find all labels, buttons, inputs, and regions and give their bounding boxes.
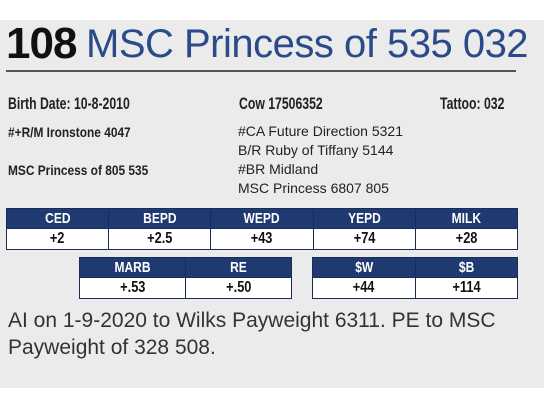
pedigree-line: #CA Future Direction 5321 xyxy=(238,123,403,139)
epd-table-index: $W $B +44 +114 xyxy=(312,257,518,299)
epd-header: CED xyxy=(5,208,110,229)
birth-date: Birth Date: 10-8-2010 xyxy=(8,94,130,113)
epd-header: YEPD xyxy=(312,208,416,229)
epd-header: WEPD xyxy=(210,208,314,229)
epd-value: +2 xyxy=(5,228,110,250)
pedigree-line: MSC Princess 6807 805 xyxy=(238,180,389,196)
title-divider xyxy=(6,70,516,72)
epd-header: MILK xyxy=(414,208,519,229)
lot-number: 108 xyxy=(6,19,77,68)
epd-table-carcass: MARB RE +.53 +.50 xyxy=(79,257,292,299)
epd-header: MARB xyxy=(79,257,186,278)
tattoo: Tattoo: 032 xyxy=(440,94,505,113)
pedigree-line: #BR Midland xyxy=(238,161,319,177)
epd-value: +28 xyxy=(414,228,519,250)
dam-name: MSC Princess of 805 535 xyxy=(8,162,149,178)
epd-value: +.53 xyxy=(79,277,186,299)
lot-card xyxy=(0,20,544,388)
sire-name: #+R/M Ironstone 4047 xyxy=(8,124,131,140)
epd-value: +114 xyxy=(414,277,518,299)
epd-value: +43 xyxy=(210,228,314,250)
epd-value: +44 xyxy=(312,277,416,299)
epd-value: +2.5 xyxy=(108,228,212,250)
epd-header: $W xyxy=(312,257,416,278)
lot-name: MSC Princess of 535 032 xyxy=(86,22,529,66)
epd-header: $B xyxy=(414,257,518,278)
breeding-note: AI on 1-9-2020 to Wilks Payweight 6311. … xyxy=(8,309,496,359)
pedigree-line: B/R Ruby of Tiffany 5144 xyxy=(238,142,394,158)
cow-id: Cow 17506352 xyxy=(239,94,323,113)
epd-table-primary: CED BEPD WEPD YEPD MILK +2 +2.5 +43 +74 … xyxy=(5,208,519,250)
epd-value: +74 xyxy=(312,228,416,250)
epd-header: BEPD xyxy=(108,208,212,229)
epd-value: +.50 xyxy=(185,277,292,299)
epd-header: RE xyxy=(185,257,292,278)
